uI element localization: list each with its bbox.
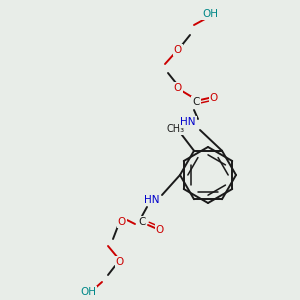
Text: O: O	[156, 225, 164, 235]
Text: O: O	[116, 257, 124, 267]
Text: C: C	[192, 97, 200, 107]
Text: HN: HN	[144, 195, 160, 205]
Text: O: O	[174, 45, 182, 55]
Text: O: O	[118, 217, 126, 227]
Text: CH₃: CH₃	[167, 124, 185, 134]
Text: OH: OH	[80, 287, 96, 297]
Text: OH: OH	[202, 9, 218, 19]
Text: O: O	[210, 93, 218, 103]
Text: C: C	[138, 217, 146, 227]
Text: HN: HN	[180, 117, 196, 127]
Text: O: O	[174, 83, 182, 93]
